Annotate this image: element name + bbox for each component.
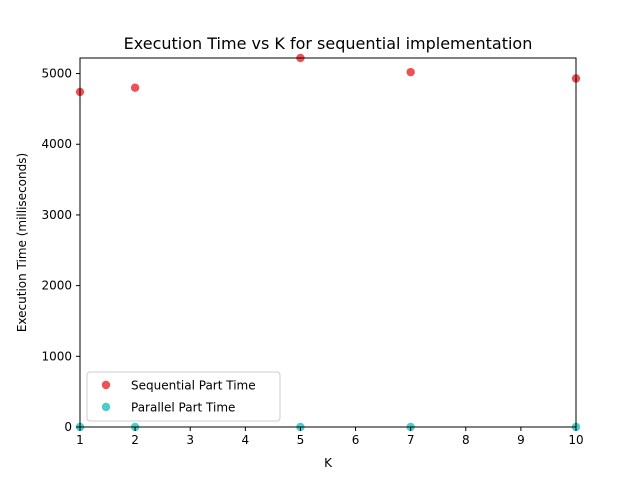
legend-label-1: Sequential Part Time [131,379,256,393]
y-tick-label-5: 4000 [41,137,72,151]
x-tick-label-10: 10 [568,433,583,447]
chart-title: Execution Time vs K for sequential imple… [124,34,533,53]
x-tick-label-9: 9 [517,433,525,447]
point-series1-2 [130,83,140,92]
legend-label-2: Parallel Part Time [131,401,235,415]
y-tick-label-4: 3000 [41,208,72,222]
x-axis-label: K [324,456,333,470]
y-tick-label-6: 5000 [41,67,72,81]
x-tick-label-5: 5 [297,433,305,447]
point-series1-4 [406,67,415,77]
x-axis-ticks: 1 2 3 4 5 6 7 8 9 10 [76,427,584,447]
x-tick-label-2: 2 [131,433,139,447]
legend-marker-1 [101,380,111,390]
legend-box [86,371,281,422]
y-axis-label: Execution Time (milliseconds) [15,153,29,332]
legend-marker-2 [101,402,111,412]
x-tick-label-4: 4 [242,433,250,447]
y-axis-ticks: 0 1000 2000 3000 4000 5000 [41,67,80,434]
x-tick-label-8: 8 [462,433,470,447]
legend: Sequential Part Time Parallel Part Time [86,371,281,422]
y-tick-label-2: 1000 [41,349,72,363]
x-tick-label-6: 6 [352,433,360,447]
plot-frame [79,57,577,428]
x-tick-label-1: 1 [76,433,84,447]
x-tick-label-3: 3 [186,433,194,447]
x-tick-label-7: 7 [407,433,415,447]
y-tick-label-3: 2000 [41,279,72,293]
y-tick-label-1: 0 [64,420,72,434]
